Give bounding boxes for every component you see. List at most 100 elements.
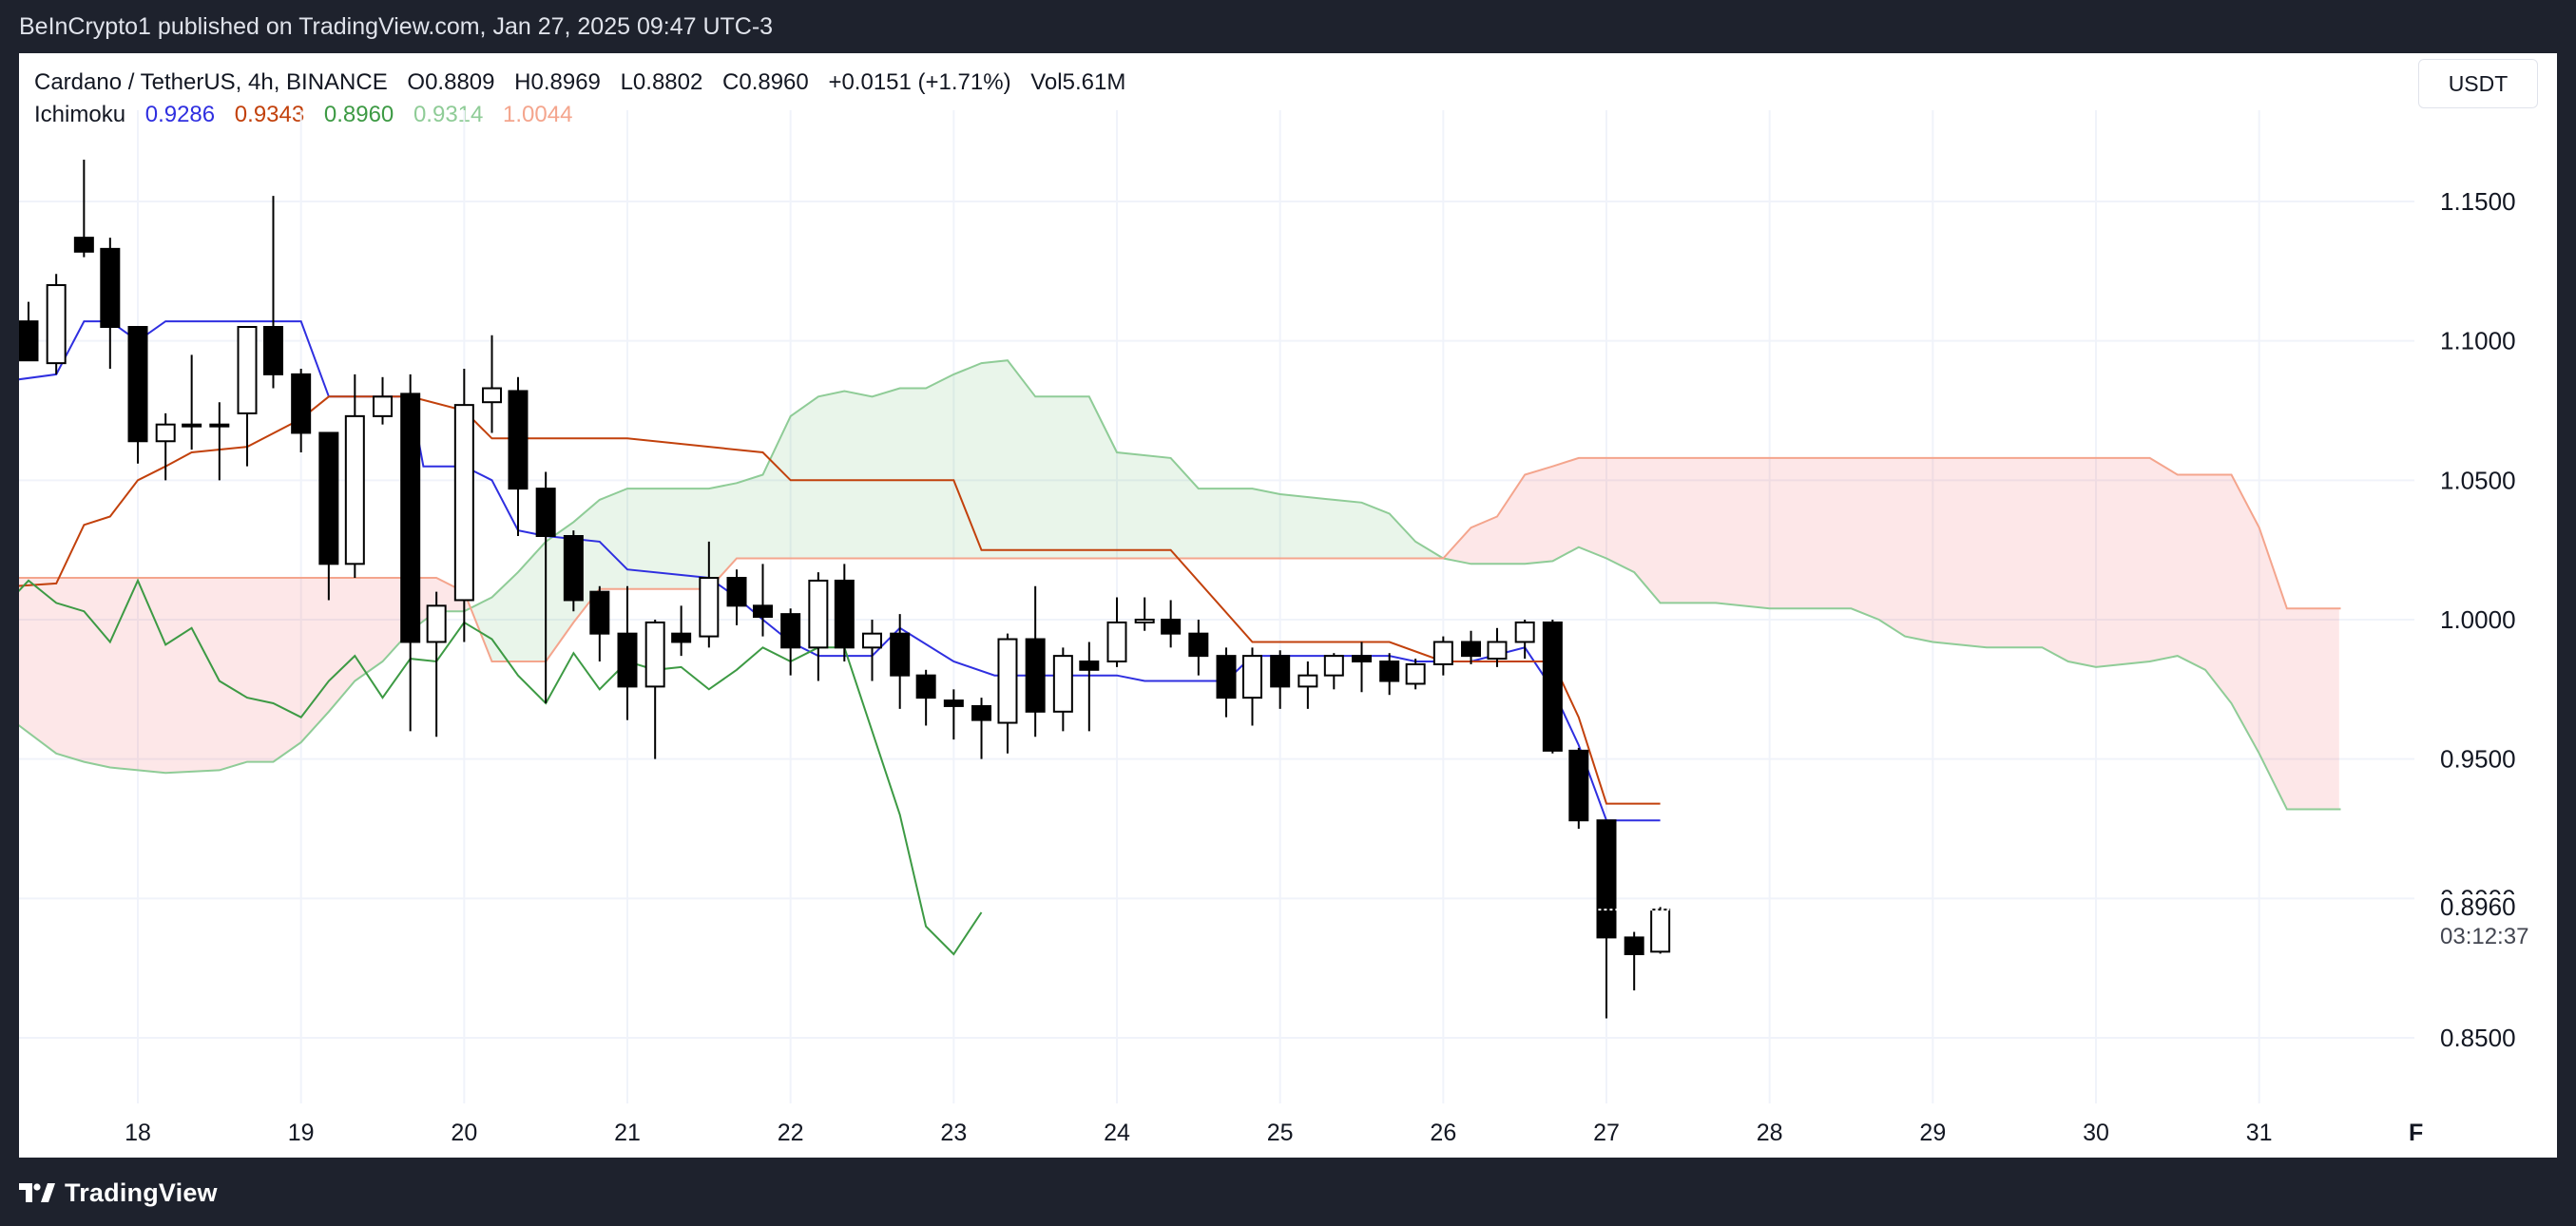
indicator-value: 1.0044 [503,102,573,127]
change-value: +0.0151 (+1.71%) [828,69,1011,95]
candle-body-down [890,632,911,677]
candle-body-down [617,632,638,688]
ichimoku-cloud [19,359,2341,811]
candle [1379,653,1400,696]
candle [617,585,638,720]
indicator-name[interactable]: Ichimoku [34,102,126,127]
candle [1514,620,1535,660]
time-tick-label: 20 [451,1120,477,1146]
close-value: C0.8960 [722,69,809,95]
candle-body-up [46,284,67,365]
candle [862,620,882,681]
candle-body-down [262,326,283,375]
candle-body-down [1596,819,1617,939]
candle [644,620,665,759]
tradingview-brand: TradingView [65,1178,218,1207]
candle [1161,600,1182,648]
candle [752,564,773,637]
candle-body-down [1461,641,1482,658]
candle-body-down [1188,632,1209,658]
currency-button[interactable]: USDT [2418,59,2538,108]
time-tick-label: 31 [2246,1120,2273,1146]
chart-svg[interactable]: 1.15001.10001.05001.00000.95000.85000.90… [19,53,2557,1158]
candle-body-down [1352,655,1372,663]
candle-body-up [1298,674,1318,688]
chart-legend: Cardano / TetherUS, 4h, BINANCE O0.8809 … [34,67,1125,131]
candle-body-up [1487,641,1508,661]
last-price-label[interactable]: 0.8960 [2440,892,2516,921]
last-price-tag-bg [2432,894,2557,918]
time-tick-label: 25 [1267,1120,1294,1146]
candle-body-down [73,237,94,253]
low-value: L0.8802 [620,69,703,95]
candle [291,369,312,452]
bearish-cloud-fill [19,578,470,774]
leading-span-a-line [19,359,2341,811]
candle [209,402,230,481]
time-tick-label: 19 [288,1120,315,1146]
candle-body-down [400,393,421,643]
candle [400,374,421,732]
countdown-label: 03:12:37 [2440,924,2528,949]
candle [1650,907,1671,954]
candle [1624,931,1644,991]
leading-span-b-line [19,456,2341,662]
candle [1596,819,1617,1019]
price-tick-label: 1.0000 [2440,605,2516,634]
candle-body-down [19,320,39,362]
candle [1405,659,1426,690]
footer-bar: TradingView [0,1158,2576,1226]
candle-body-down [752,604,773,619]
candle [155,412,176,481]
candle [1052,647,1073,732]
candle-body-up [155,423,176,443]
candle [808,572,829,681]
candle-body-down [780,613,801,649]
candle [127,326,148,464]
candle-body-up [699,577,720,638]
candle-body-down [508,390,529,490]
candle-body-down [1216,655,1237,699]
candle-body-up [373,395,393,417]
time-tick-label: 24 [1104,1120,1130,1146]
bullish-cloud-fill [471,360,1442,661]
candle-body-up [1650,909,1671,953]
symbol-label[interactable]: Cardano / TetherUS, 4h, BINANCE [34,69,388,95]
indicator-value: 0.9343 [234,102,305,127]
candle [344,374,365,578]
bearish-cloud-fill [1445,457,2339,810]
candle [1352,642,1372,693]
candle-body-up [862,632,882,649]
candle-body-up [644,621,665,688]
candle-body-up [808,579,829,649]
currency-label: USDT [2448,70,2509,96]
candle [1568,747,1589,829]
time-tick-label: 26 [1430,1120,1456,1146]
candle-body-down [1379,661,1400,682]
candle-body-up [1134,619,1155,623]
candle-body-down [971,704,992,721]
price-axis[interactable]: 1.15001.10001.05001.00000.95000.85000.90… [2432,187,2557,1052]
candle [1241,647,1262,726]
volume-value: Vol5.61M [1030,69,1126,95]
candle-body-down [291,373,312,434]
price-tick-label: 1.0500 [2440,466,2516,494]
candles [19,160,1676,1019]
indicator-value: 0.9286 [144,102,216,127]
candle [1270,650,1291,709]
time-tick-label: 30 [2083,1120,2109,1146]
candle [237,326,258,467]
candle-body-down [1079,661,1100,671]
tradingview-logo[interactable]: TradingView [19,1178,218,1207]
ohlc-legend-row: Cardano / TetherUS, 4h, BINANCE O0.8809 … [34,67,1125,99]
chart-panel[interactable]: Cardano / TetherUS, 4h, BINANCE O0.8809 … [19,53,2557,1158]
candle-body-up [453,404,474,602]
candle-body-up [1241,655,1262,699]
candle-body-down [1624,936,1644,956]
time-tick-label: 22 [778,1120,804,1146]
candle-body-down [589,590,610,635]
price-tick-label: 0.8500 [2440,1024,2516,1052]
time-axis[interactable]: 18 19 20 21 22 23 24 25 26 27 28 29 30 31 F [125,1120,2423,1146]
candle-body-up [1323,655,1344,677]
candle-body-up [482,387,503,404]
